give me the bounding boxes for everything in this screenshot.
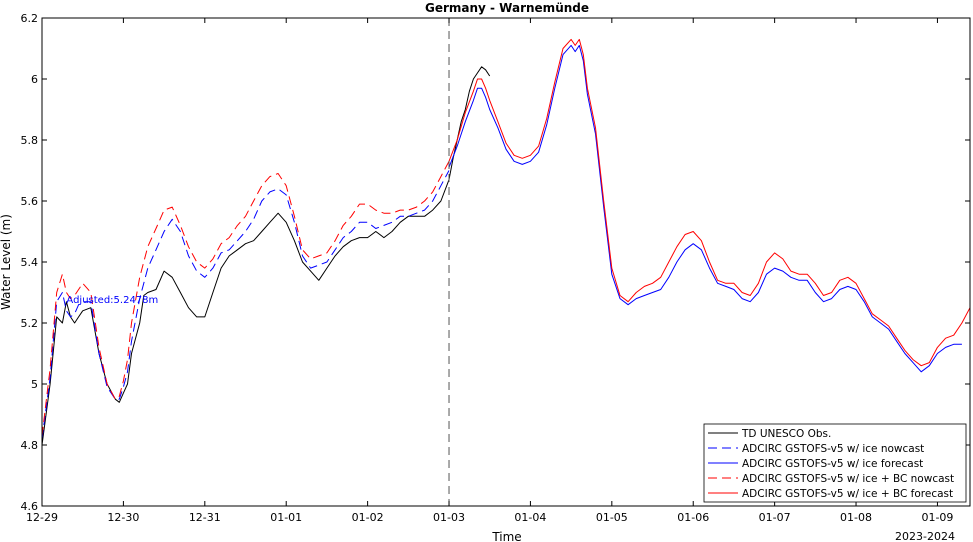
x-tick-label-6: 01-04 (514, 511, 546, 524)
x-tick-label-3: 01-01 (270, 511, 302, 524)
y-tick-label-6: 5.8 (21, 134, 39, 147)
axes: 12-29 12-30 12-31 01-01 01-02 01-03 01-04 01-05… (21, 12, 971, 524)
legend: TD UNESCO Obs. ADCIRC GSTOFS-v5 w/ ice no… (703, 423, 967, 503)
x-tick-label-2: 12-31 (189, 511, 221, 524)
legend-label-1: ADCIRC GSTOFS-v5 w/ ice nowcast (742, 443, 924, 455)
series-line-4 (448, 38, 970, 367)
x-tick-label-5: 01-03 (433, 511, 465, 524)
series-line-2 (448, 44, 962, 373)
y-tick-label-3: 5.2 (21, 317, 39, 330)
y-tick-label-5: 5.6 (21, 195, 39, 208)
y-tick-label-4: 5.4 (21, 256, 39, 269)
legend-label-0: TD UNESCO Obs. (741, 428, 831, 440)
chart-title: Germany - Warnemünde (425, 1, 589, 15)
annotation-layer: Adjusted:5.2478m (66, 295, 158, 306)
y-tick-label-7: 6 (31, 73, 38, 86)
x-tick-label-7: 01-05 (596, 511, 628, 524)
x-tick-label-4: 01-02 (352, 511, 384, 524)
x-tick-label-9: 01-07 (759, 511, 791, 524)
adjusted-annotation: Adjusted:5.2478m (66, 295, 158, 306)
x-axis-label: Time (491, 530, 521, 542)
x-axis-year-label: 2023-2024 (895, 530, 955, 542)
y-tick-label-0: 4.6 (21, 500, 39, 513)
y-tick-label-2: 5 (31, 378, 38, 391)
series-layer (42, 38, 970, 446)
x-tick-label-11: 01-09 (921, 511, 953, 524)
x-tick-label-10: 01-08 (840, 511, 872, 524)
y-tick-label-8: 6.2 (21, 12, 39, 25)
y-tick-label-1: 4.8 (21, 439, 39, 452)
series-line-3 (42, 161, 450, 436)
y-axis-label: Water Level (m) (0, 214, 13, 310)
legend-box (703, 423, 967, 503)
legend-label-3: ADCIRC GSTOFS-v5 w/ ice + BC nowcast (742, 473, 954, 485)
legend-label-4: ADCIRC GSTOFS-v5 w/ ice + BC forecast (742, 488, 953, 500)
legend-label-2: ADCIRC GSTOFS-v5 w/ ice forecast (742, 458, 923, 470)
x-tick-label-8: 01-06 (677, 511, 709, 524)
x-tick-label-0: 12-29 (26, 511, 58, 524)
series-line-1 (42, 170, 450, 439)
x-tick-label-1: 12-30 (107, 511, 139, 524)
